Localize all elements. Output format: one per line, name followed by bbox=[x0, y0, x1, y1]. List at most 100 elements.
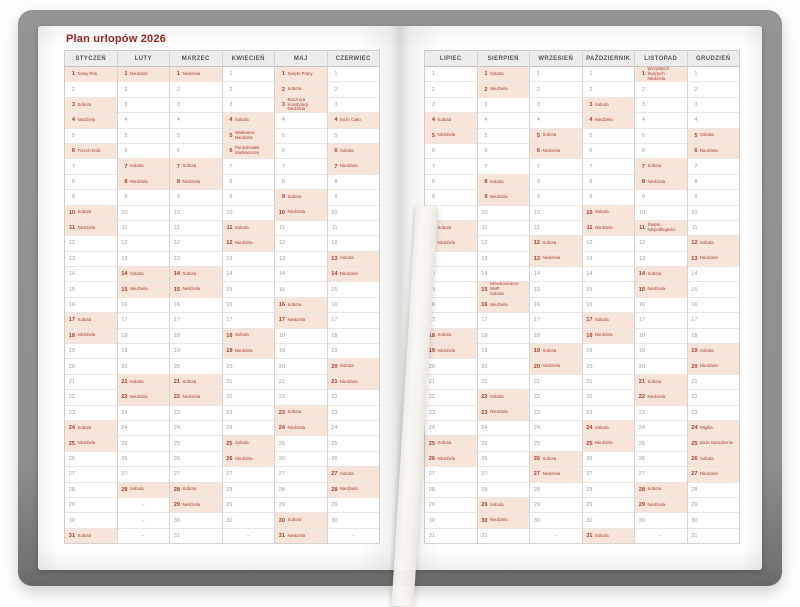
day-number: 2 bbox=[281, 86, 285, 93]
day-number: 15 bbox=[278, 286, 285, 293]
day-cell: 16 bbox=[687, 298, 739, 314]
day-label: Sobota bbox=[340, 147, 354, 153]
day-cell: 17 bbox=[117, 313, 169, 329]
day-cell: 21 Sobota bbox=[170, 374, 222, 391]
day-cell: 26 bbox=[582, 452, 634, 468]
day-number: 8 bbox=[536, 178, 540, 185]
day-number: 19 bbox=[691, 348, 698, 355]
day-number: 25 bbox=[691, 440, 698, 447]
day-cell: 9 bbox=[170, 190, 222, 206]
day-cell: 4 Niedziela bbox=[65, 113, 117, 129]
day-cell: 3 bbox=[222, 98, 274, 114]
day-number: 22 bbox=[691, 394, 698, 401]
day-number: 17 bbox=[226, 317, 233, 324]
day-cell: 31 bbox=[478, 529, 530, 543]
day-cell: 24 bbox=[327, 421, 379, 437]
day-cell: 23 bbox=[425, 406, 477, 421]
day-label: Niedziela bbox=[490, 193, 508, 199]
day-cell: 24 bbox=[425, 421, 477, 437]
day-number: 18 bbox=[68, 332, 75, 339]
day-number: 19 bbox=[533, 348, 540, 355]
day-label: Wniebowzięcie NMP Sobota bbox=[490, 282, 519, 297]
day-cell: 26 bbox=[117, 452, 169, 468]
day-number: 2 bbox=[124, 86, 128, 93]
day-cell: 14 bbox=[530, 267, 582, 283]
day-cell: 2 bbox=[425, 82, 477, 98]
day-number: 16 bbox=[691, 302, 698, 309]
day-number: 26 bbox=[173, 455, 180, 462]
day-label: Niedziela bbox=[490, 301, 508, 307]
day-cell: 12 bbox=[582, 236, 634, 252]
day-number: 23 bbox=[481, 409, 488, 416]
day-number: 24 bbox=[121, 425, 128, 432]
day-cell: 12 bbox=[327, 236, 379, 252]
day-cell: 21 bbox=[222, 375, 274, 391]
day-number: 20 bbox=[173, 363, 180, 370]
day-cell: 26 bbox=[65, 452, 117, 468]
day-number: 26 bbox=[533, 455, 540, 462]
month-header: CZERWIEC bbox=[327, 51, 379, 67]
day-cell: 28 bbox=[582, 483, 634, 498]
day-cell: 21 Sobota bbox=[117, 374, 169, 391]
day-number: 3 bbox=[431, 101, 435, 108]
day-number: 24 bbox=[68, 425, 75, 432]
day-label: Sobota bbox=[595, 532, 609, 538]
day-cell: 10 bbox=[117, 206, 169, 221]
day-label: Niedziela bbox=[182, 286, 201, 292]
day-cell: 7 Sobota bbox=[170, 159, 222, 175]
day-cell: 23 Niedziela bbox=[477, 405, 529, 421]
day-number: 27 bbox=[533, 471, 540, 478]
day-cell: 29 bbox=[222, 498, 274, 514]
month-header: PAŹDZIERNIK bbox=[582, 51, 634, 67]
day-number: 30 bbox=[586, 517, 593, 524]
day-number: 15 bbox=[226, 286, 233, 293]
day-cell: 16 bbox=[117, 298, 169, 314]
day-number: 9 bbox=[229, 194, 233, 201]
day-cell: 6 Niedziela bbox=[530, 143, 582, 160]
day-number: 8 bbox=[431, 178, 435, 185]
day-number: 2 bbox=[536, 86, 540, 93]
day-number: 11 bbox=[691, 225, 698, 232]
day-number: 7 bbox=[589, 163, 593, 170]
day-cell: 13 bbox=[275, 252, 327, 268]
day-cell: 29 bbox=[327, 498, 379, 514]
day-cell: 20 bbox=[117, 359, 169, 375]
day-cell: 29 bbox=[530, 498, 582, 514]
day-number: 10 bbox=[533, 209, 540, 216]
day-label: Niedziela bbox=[700, 363, 718, 369]
day-cell: 15 bbox=[222, 282, 274, 298]
day-cell: 21 bbox=[65, 375, 117, 391]
day-cell: 19 Niedziela bbox=[425, 344, 477, 360]
day-cell: 5 bbox=[275, 129, 327, 144]
day-number: 10 bbox=[691, 209, 698, 216]
day-cell: 16 bbox=[425, 298, 477, 314]
day-number: 14 bbox=[121, 271, 128, 278]
day-number: 4 bbox=[124, 117, 128, 124]
day-cell: 11 bbox=[117, 221, 169, 237]
day-cell: 9 bbox=[635, 190, 687, 206]
day-cell: 17 bbox=[170, 313, 222, 329]
day-cell: 1 Niedziela bbox=[170, 67, 222, 83]
day-cell: 22 bbox=[530, 390, 582, 406]
day-label: Niedziela bbox=[130, 70, 148, 76]
day-label: Niedziela bbox=[77, 116, 96, 122]
day-number: 1 bbox=[589, 71, 593, 78]
day-number: 16 bbox=[586, 302, 593, 309]
day-number: 21 bbox=[121, 379, 128, 385]
day-label: Sobota bbox=[542, 240, 557, 246]
day-cell: 7 bbox=[687, 159, 739, 175]
day-number: 30 bbox=[278, 517, 285, 524]
day-cell: 8 bbox=[425, 175, 477, 191]
day-number: 30 bbox=[691, 517, 698, 524]
day-number: 20 bbox=[331, 363, 338, 370]
day-cell: 6 Niedziela bbox=[687, 143, 739, 160]
day-number: 27 bbox=[331, 471, 338, 478]
day-number: 24 bbox=[331, 425, 338, 432]
day-number: 24 bbox=[638, 425, 645, 432]
day-number: 31 bbox=[428, 532, 435, 539]
day-cell: 14 Sobota bbox=[635, 267, 687, 283]
day-label: Niedziela bbox=[340, 486, 358, 492]
day-number: 17 bbox=[331, 317, 338, 324]
day-cell: 18 bbox=[635, 329, 687, 345]
day-number: 15 bbox=[331, 286, 338, 293]
